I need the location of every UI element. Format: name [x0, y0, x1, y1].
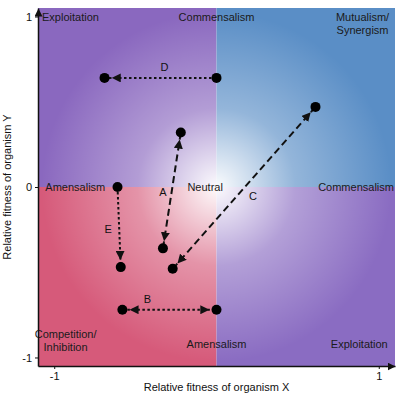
- vector-label: A: [159, 186, 167, 198]
- vector-label: E: [104, 223, 111, 235]
- region-label: Exploitation: [331, 338, 388, 350]
- vector-line: [122, 309, 216, 311]
- vector-point: [310, 102, 320, 112]
- region-label: Mutualism/Synergism: [336, 11, 390, 36]
- marks: [100, 73, 321, 315]
- region-label: Neutral: [187, 181, 222, 193]
- vector-label: D: [161, 61, 169, 73]
- vector-point: [212, 305, 222, 315]
- region-label: Competition/Inhibition: [35, 328, 98, 353]
- region-label: Amensalism: [45, 181, 105, 193]
- y-axis: -1 0 1: [22, 9, 38, 367]
- background: [38, 8, 395, 366]
- vector-point: [168, 264, 178, 274]
- vector-line: [105, 77, 217, 79]
- region-label-line: Neutral: [187, 181, 222, 193]
- center-glow-rect: [38, 8, 395, 366]
- region-label-line: Amensalism: [45, 181, 105, 193]
- vector-point: [176, 127, 186, 137]
- tick-label: 1: [376, 370, 382, 382]
- tick-label: 0: [26, 181, 32, 193]
- vector-point: [113, 182, 123, 192]
- y-axis-title: Relative fitness of organism Y: [1, 114, 13, 260]
- vector-line: [118, 187, 121, 267]
- region-label: Amensalism: [187, 338, 247, 350]
- vector-point: [100, 73, 110, 83]
- vector-point: [117, 305, 127, 315]
- chart: Exploitation Commensalism Mutualism/Synerg…: [0, 0, 400, 394]
- tick: -1: [22, 351, 38, 363]
- region-label: Commensalism: [318, 181, 394, 193]
- region-label-line: Commensalism: [318, 181, 394, 193]
- vector-line: [173, 107, 316, 269]
- tick-label: -1: [50, 370, 60, 382]
- tick-label: -1: [22, 351, 32, 363]
- vector-label: B: [144, 293, 151, 305]
- tick-mark: [379, 366, 380, 369]
- tick: 1: [26, 11, 38, 23]
- vector-point: [116, 262, 126, 272]
- region-label-line: Commensalism: [179, 11, 255, 23]
- region-label: Commensalism: [179, 11, 255, 23]
- vector-point: [158, 243, 168, 253]
- tick: -1: [50, 366, 60, 382]
- x-axis: -1 1: [39, 366, 396, 382]
- region-label-line: Competition/: [35, 328, 98, 340]
- vector-labels: A B C D E: [104, 61, 257, 305]
- region-label: Exploitation: [42, 11, 99, 23]
- region-label-line: Inhibition: [44, 341, 88, 353]
- tick-mark: [35, 187, 38, 188]
- region-label-line: Exploitation: [42, 11, 99, 23]
- annotations: Exploitation Commensalism Mutualism/Synerg…: [35, 11, 394, 353]
- x-axis-title: Relative fitness of organism X: [144, 381, 290, 393]
- tick-mark: [35, 17, 38, 18]
- region-label-line: Mutualism/: [336, 11, 390, 23]
- tick-mark: [54, 366, 55, 369]
- tick: 1: [376, 366, 382, 382]
- tick-label: 1: [26, 11, 32, 23]
- region-label-line: Synergism: [337, 24, 389, 36]
- vector-label: C: [249, 190, 257, 202]
- region-label-line: Exploitation: [331, 338, 388, 350]
- region-label-line: Amensalism: [187, 338, 247, 350]
- tick: 0: [26, 181, 38, 193]
- vector-point: [212, 73, 222, 83]
- tick-mark: [35, 357, 38, 358]
- axis-line: [39, 366, 396, 368]
